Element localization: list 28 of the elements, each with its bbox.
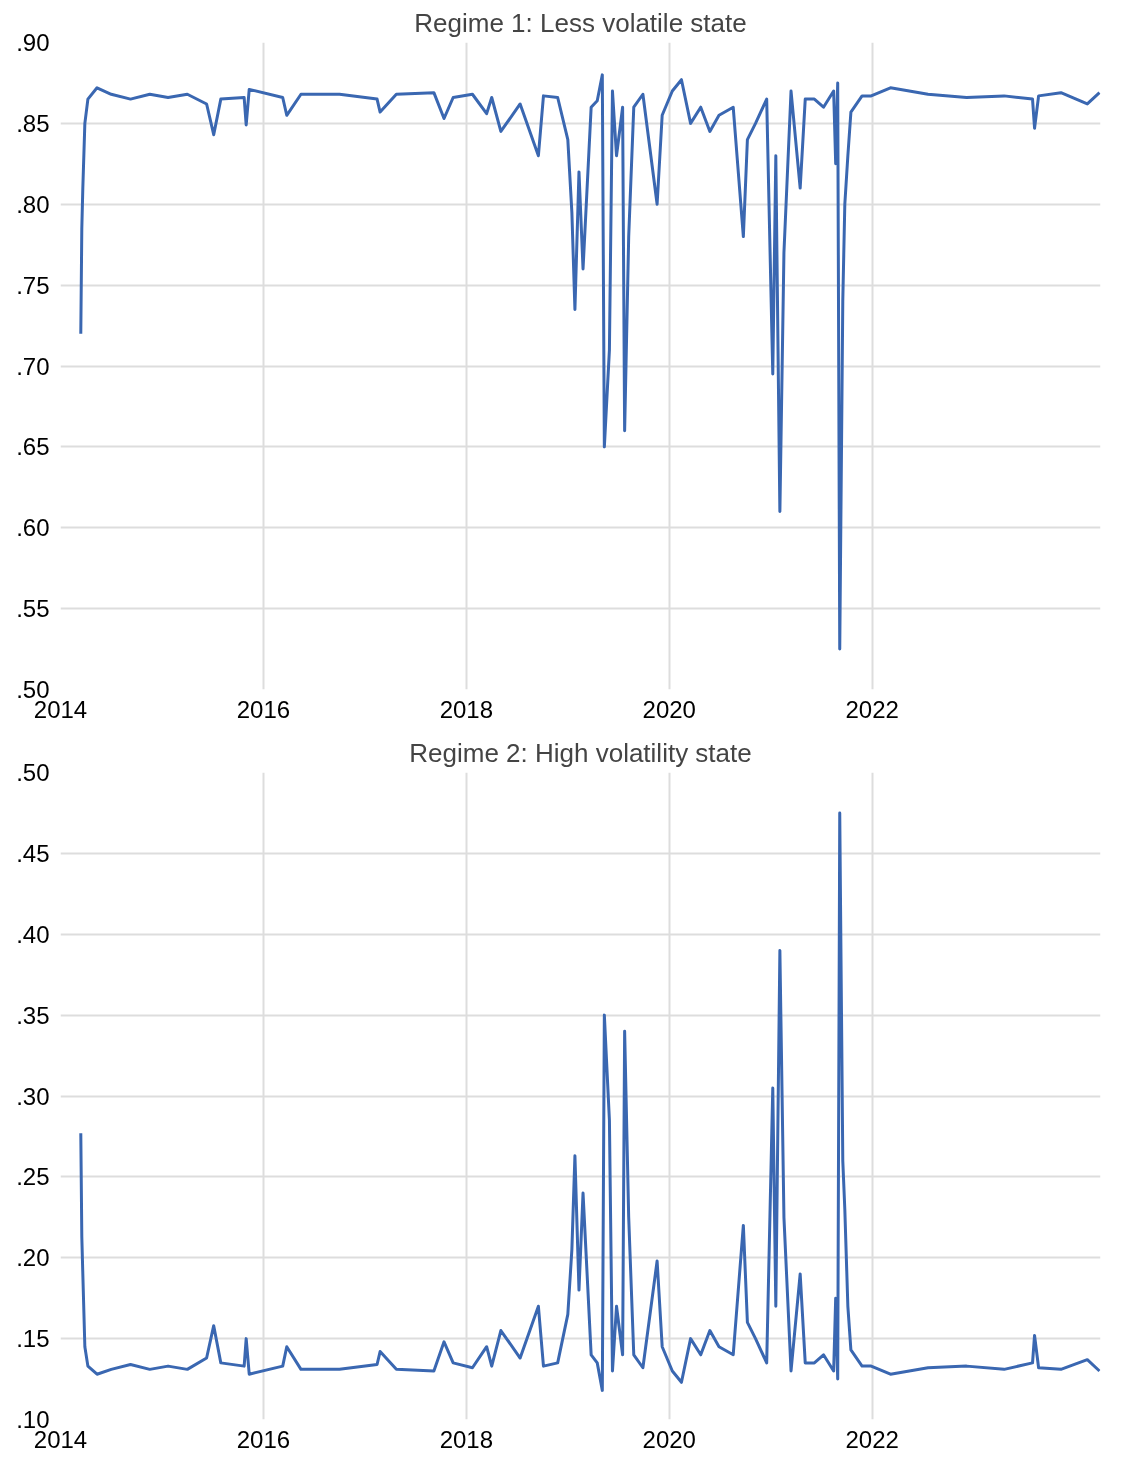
x-tick-label: 2020 [642, 1425, 696, 1453]
y-tick-label: .35 [16, 1001, 50, 1029]
y-tick-label: .25 [16, 1163, 50, 1191]
y-tick-label: .85 [16, 109, 50, 137]
chart-title: Regime 2: High volatility state [409, 737, 752, 768]
chart-title: Regime 1: Less volatile state [414, 7, 747, 38]
x-tick-label: 2016 [236, 695, 291, 723]
y-tick-label: .50 [16, 759, 50, 786]
y-tick-label: .90 [16, 29, 50, 56]
x-tick-label: 2018 [439, 695, 494, 723]
y-tick-label: .30 [16, 1082, 50, 1110]
y-tick-label: .60 [16, 514, 50, 542]
y-tick-label: .15 [16, 1325, 50, 1353]
x-tick-label: 2016 [236, 1425, 291, 1453]
x-tick-label: 2022 [845, 1425, 899, 1453]
y-tick-label: .65 [16, 433, 50, 461]
x-tick-label: 2022 [845, 695, 899, 723]
y-tick-label: .20 [16, 1244, 50, 1272]
y-tick-label: .70 [16, 352, 50, 380]
line-series [79, 811, 1101, 1392]
y-tick-label: .80 [16, 190, 50, 218]
x-tick-label: 2020 [642, 695, 696, 723]
y-tick-label: .55 [16, 595, 50, 623]
x-tick-label: 2018 [439, 1425, 494, 1453]
line-series [79, 73, 1101, 651]
y-tick-label: .40 [16, 920, 50, 948]
y-tick-label: .45 [16, 839, 50, 867]
y-tick-label: .75 [16, 271, 50, 299]
